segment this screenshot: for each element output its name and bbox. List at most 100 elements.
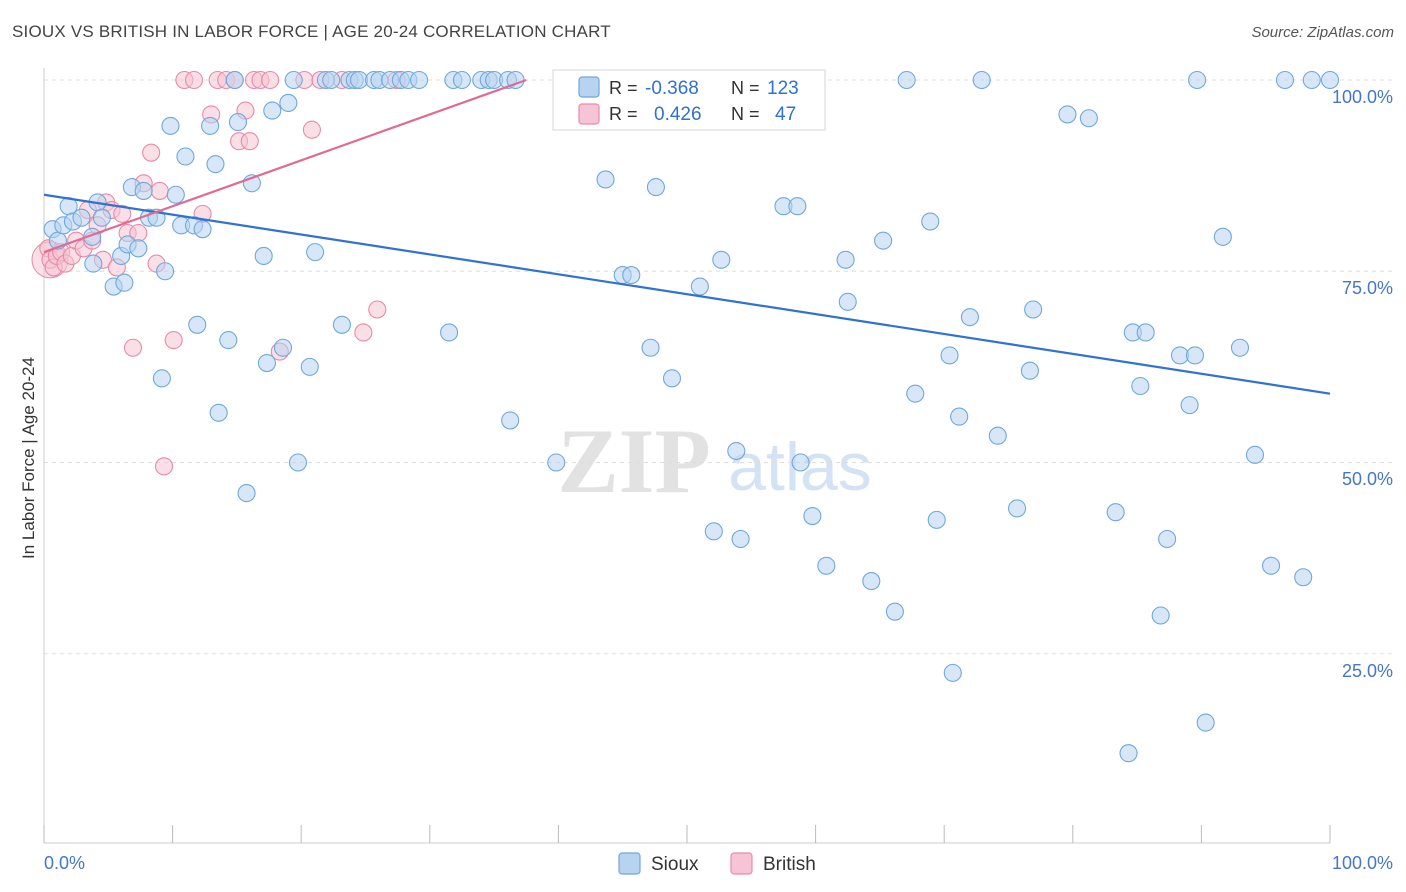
stats-legend: R = -0.368 N = 123 R = 0.426 N = 47 xyxy=(552,69,826,131)
sioux-point xyxy=(152,369,171,388)
sioux-point xyxy=(1188,70,1207,90)
sioux-point xyxy=(1185,346,1205,365)
sioux-point xyxy=(972,70,991,90)
british-r-value: 0.426 xyxy=(654,104,702,125)
sioux-point xyxy=(1020,361,1039,380)
british-point xyxy=(164,331,183,350)
sioux-series-label: Sioux xyxy=(651,854,699,875)
sioux-point xyxy=(1245,445,1265,464)
axes xyxy=(43,68,1331,844)
sioux-point xyxy=(1106,503,1125,522)
sioux-point xyxy=(885,602,904,621)
british-point xyxy=(154,457,174,476)
sioux-point xyxy=(622,266,641,285)
british-series-swatch xyxy=(730,852,753,875)
sioux-point xyxy=(803,506,822,526)
y-tick-label-100: 100.0% xyxy=(1332,87,1393,107)
sioux-point xyxy=(1131,376,1150,396)
sioux-point xyxy=(501,411,520,430)
sioux-point xyxy=(1294,568,1313,587)
x-tick-label-min: 0.0% xyxy=(44,853,85,873)
sioux-point xyxy=(1320,70,1340,90)
sioux-series-swatch xyxy=(618,852,641,875)
sioux-point xyxy=(332,315,351,334)
british-point xyxy=(354,323,373,342)
sioux-point xyxy=(306,243,325,262)
british-point xyxy=(150,181,169,200)
sioux-point xyxy=(452,70,472,90)
sioux-point xyxy=(440,323,459,342)
gridlines xyxy=(44,79,1392,655)
british-r-label: R = xyxy=(609,104,638,124)
sioux-point xyxy=(1262,556,1281,575)
sioux-point xyxy=(225,70,244,90)
x-tick-label-max: 100.0% xyxy=(1332,853,1393,873)
sioux-point xyxy=(1024,300,1043,319)
sioux-point xyxy=(906,384,925,403)
sioux-point xyxy=(1302,70,1321,90)
sioux-point xyxy=(84,254,103,273)
sioux-point xyxy=(727,441,746,461)
sioux-point xyxy=(228,113,248,132)
y-tick-label-50: 50.0% xyxy=(1342,469,1393,489)
trend-lines xyxy=(43,78,1331,395)
sioux-point xyxy=(662,369,682,388)
sioux-point xyxy=(209,403,228,422)
sioux-point xyxy=(115,273,134,292)
sioux-point xyxy=(156,262,175,281)
sioux-point xyxy=(254,246,273,265)
sioux-trend-line xyxy=(43,193,1331,395)
sioux-points xyxy=(43,70,1340,763)
chart-title: SIOUX VS BRITISH IN LABOR FORCE | AGE 20… xyxy=(12,22,611,41)
sioux-point xyxy=(288,453,308,472)
british-point xyxy=(113,204,132,223)
british-point xyxy=(123,338,142,357)
sioux-point xyxy=(300,357,319,376)
series-legend: Sioux British xyxy=(618,852,816,875)
sioux-point xyxy=(273,338,293,357)
sioux-r-label: R = xyxy=(609,78,638,98)
sioux-point xyxy=(862,572,881,591)
sioux-legend-swatch xyxy=(578,76,600,98)
british-n-label: N = xyxy=(731,104,760,124)
sioux-point xyxy=(788,197,807,216)
sioux-point xyxy=(641,338,660,357)
sioux-point xyxy=(836,250,855,269)
british-point xyxy=(184,70,204,90)
sioux-point xyxy=(1196,713,1215,732)
british-legend-swatch xyxy=(578,103,600,125)
source-label: Source: ZipAtlas.com xyxy=(1251,24,1394,41)
sioux-point xyxy=(193,220,212,239)
sioux-point xyxy=(176,147,195,166)
sioux-point xyxy=(92,208,111,227)
sioux-point xyxy=(897,70,916,90)
sioux-point xyxy=(921,212,940,231)
sioux-point xyxy=(219,331,238,350)
british-point xyxy=(261,70,280,90)
watermark-zip: ZIP xyxy=(557,410,710,512)
sioux-point xyxy=(161,116,180,135)
sioux-n-value: 123 xyxy=(767,78,799,99)
british-trend-line xyxy=(43,78,527,254)
sioux-point xyxy=(1170,346,1190,365)
sioux-point xyxy=(791,453,810,472)
sioux-point xyxy=(1008,499,1027,518)
british-series-label: British xyxy=(763,854,816,875)
sioux-point xyxy=(927,510,946,529)
sioux-point xyxy=(1213,227,1232,246)
sioux-point xyxy=(690,277,709,296)
sioux-point xyxy=(263,101,282,120)
sioux-point xyxy=(940,346,959,365)
sioux-point xyxy=(988,426,1007,445)
sioux-point xyxy=(1180,396,1199,415)
y-axis-label: In Labor Force | Age 20-24 xyxy=(19,357,38,559)
sioux-point xyxy=(950,407,969,426)
british-n-value: 47 xyxy=(775,104,796,125)
sioux-point xyxy=(712,250,731,269)
sioux-n-label: N = xyxy=(731,78,760,98)
sioux-point xyxy=(731,529,750,549)
sioux-point xyxy=(1136,323,1155,342)
sioux-point xyxy=(237,484,256,503)
sioux-point xyxy=(134,181,153,200)
sioux-point xyxy=(1119,744,1138,763)
